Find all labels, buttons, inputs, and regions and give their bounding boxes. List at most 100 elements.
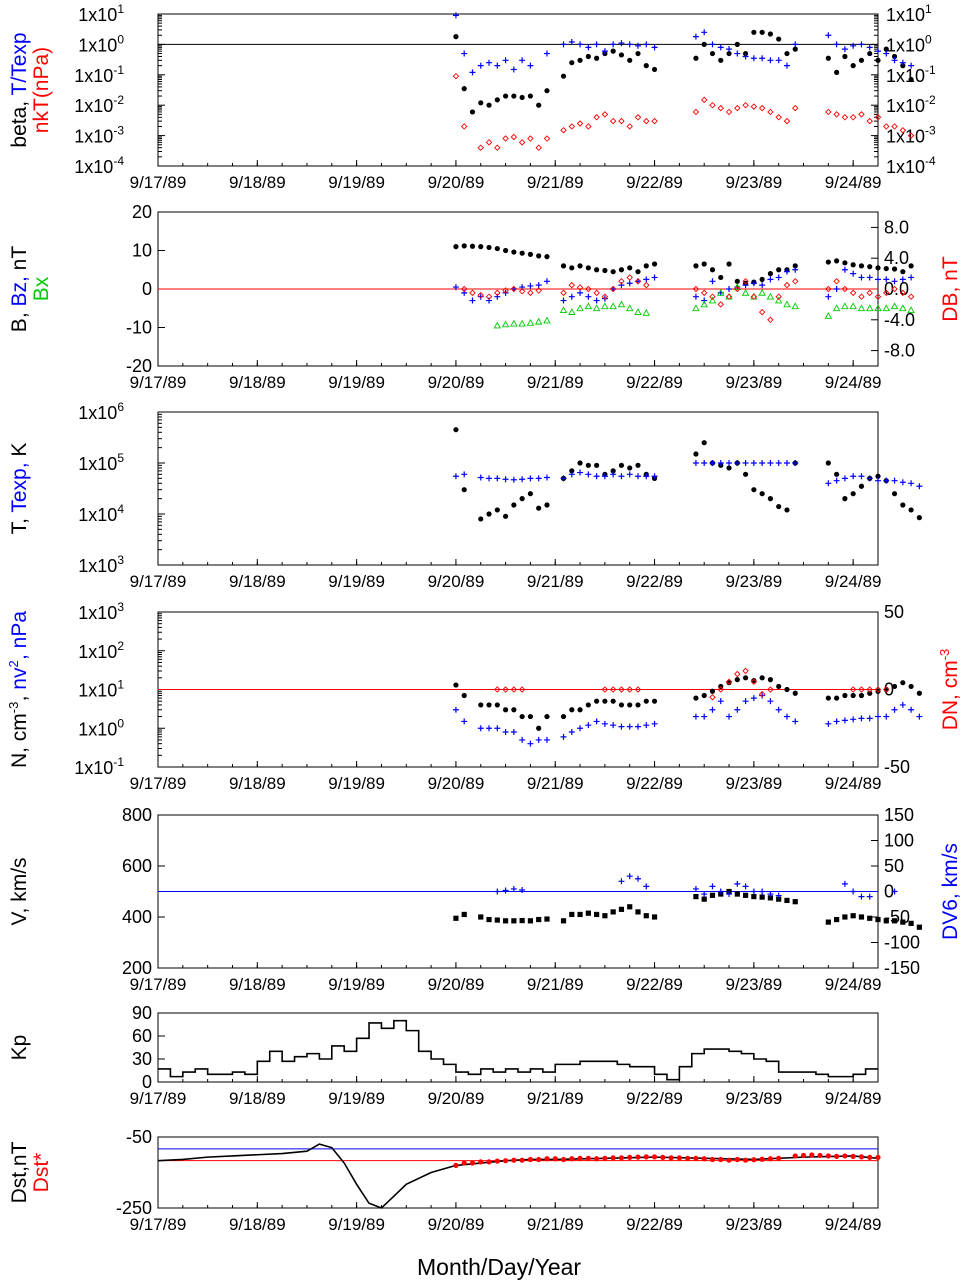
data-point <box>693 695 699 701</box>
y-tick-label: 1x100 <box>78 716 124 739</box>
data-point <box>461 1160 467 1166</box>
data-point <box>858 692 865 699</box>
data-point <box>858 263 865 269</box>
data-point <box>626 123 633 130</box>
data-point <box>850 42 857 49</box>
data-point <box>502 1158 509 1164</box>
data-point <box>577 41 584 48</box>
data-point <box>527 491 534 497</box>
x-tick-label: 9/22/89 <box>626 373 683 392</box>
data-point <box>560 41 567 48</box>
data-point <box>560 297 567 304</box>
y-tick-label: 60 <box>132 1026 152 1046</box>
data-point <box>519 917 525 924</box>
y-right-tick-label: 1x100 <box>886 32 932 55</box>
data-point <box>461 692 467 699</box>
data-point <box>626 471 633 478</box>
data-point <box>469 243 476 249</box>
data-point <box>593 473 600 480</box>
data-point <box>627 904 633 910</box>
data-point <box>709 460 716 466</box>
data-point <box>518 288 526 295</box>
data-point <box>536 102 542 108</box>
data-point <box>734 677 740 683</box>
data-point <box>783 460 790 466</box>
data-point <box>518 139 526 146</box>
data-point <box>460 285 468 293</box>
data-point <box>626 280 633 287</box>
x-tick-label: 9/21/89 <box>527 774 584 793</box>
x-tick-label: 9/17/89 <box>130 1089 187 1108</box>
data-point <box>792 278 799 285</box>
y-tick-label: 1x101 <box>78 678 124 701</box>
y-tick-label: 200 <box>122 958 152 978</box>
data-point <box>577 911 583 918</box>
data-point <box>626 41 633 48</box>
data-point <box>866 715 873 722</box>
data-point <box>701 460 708 466</box>
data-point <box>461 718 468 725</box>
data-point <box>783 281 791 289</box>
data-point <box>643 698 649 704</box>
data-point <box>792 263 798 269</box>
data-point <box>841 266 848 273</box>
data-point <box>585 44 592 51</box>
data-point <box>717 104 724 112</box>
data-point <box>842 692 848 699</box>
data-point <box>850 63 856 69</box>
data-point <box>594 911 600 918</box>
data-point <box>486 244 492 251</box>
data-point <box>577 460 583 466</box>
data-point <box>850 716 857 723</box>
data-point <box>560 1156 567 1163</box>
data-point <box>717 698 724 705</box>
data-point <box>849 686 857 693</box>
data-point <box>527 740 534 747</box>
x-tick-label: 9/18/89 <box>229 173 286 192</box>
data-point <box>908 76 914 83</box>
data-point <box>660 1154 666 1160</box>
x-tick-label: 9/24/89 <box>825 774 882 793</box>
y-right-tick-label: -50 <box>884 907 910 927</box>
data-point <box>594 1156 600 1162</box>
data-point <box>916 713 923 720</box>
data-point <box>734 285 741 293</box>
data-point <box>767 316 774 324</box>
data-point <box>643 263 649 269</box>
data-point <box>543 278 550 285</box>
data-point <box>568 729 575 736</box>
data-point <box>709 101 716 109</box>
data-point <box>453 244 459 250</box>
data-point <box>858 293 865 300</box>
data-point <box>692 293 699 300</box>
data-point <box>643 281 650 289</box>
data-point <box>709 50 716 57</box>
data-point <box>560 475 567 482</box>
data-point <box>775 706 782 713</box>
x-tick-label: 9/19/89 <box>328 975 385 994</box>
data-point <box>701 713 708 720</box>
y-right-tick-label: 0 <box>884 882 894 902</box>
x-tick-label: 9/21/89 <box>527 1089 584 1108</box>
data-point <box>891 285 898 293</box>
data-point <box>560 289 567 297</box>
data-point <box>493 321 502 329</box>
data-point <box>759 276 765 282</box>
data-point <box>874 293 882 300</box>
data-point <box>834 1153 840 1160</box>
data-point <box>527 713 534 720</box>
data-point <box>767 1156 774 1162</box>
y-tick-label: 1x10-4 <box>74 154 124 177</box>
data-point <box>850 888 857 895</box>
data-point <box>544 88 550 94</box>
data-point <box>692 460 699 466</box>
data-point <box>883 265 889 272</box>
y-tick-label: 1x103 <box>78 553 124 576</box>
y-right-tick-label: -100 <box>884 933 920 953</box>
data-point <box>758 690 766 698</box>
data-point <box>759 692 766 699</box>
data-point <box>734 880 741 887</box>
data-point <box>602 1155 608 1161</box>
data-point <box>594 462 600 468</box>
data-point <box>469 109 476 115</box>
